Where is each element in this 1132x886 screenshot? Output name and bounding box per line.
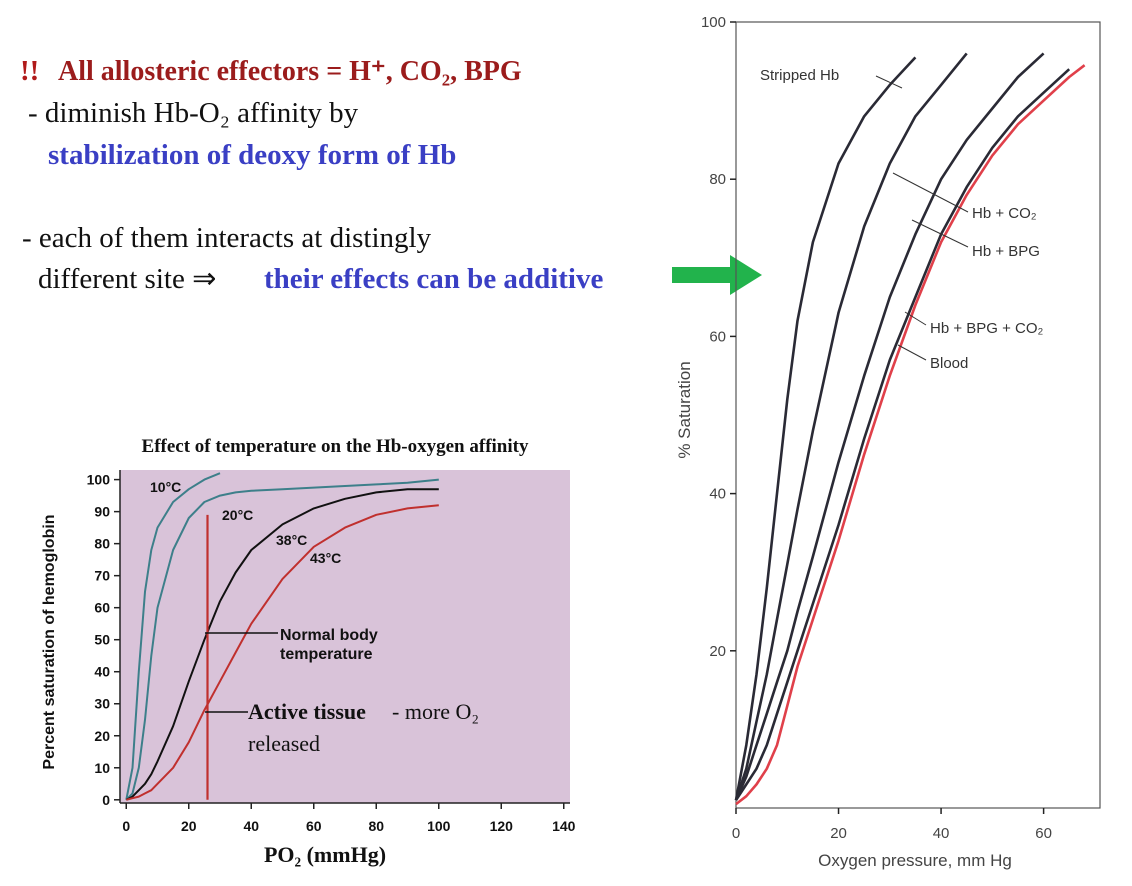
series-line bbox=[734, 68, 1071, 801]
arrow bbox=[672, 255, 762, 295]
annotation: Normal body bbox=[280, 627, 378, 644]
bullet-text: different site ⇒ bbox=[38, 263, 216, 295]
x-tick-label: 100 bbox=[427, 818, 451, 834]
annotation: - more O₂ bbox=[392, 699, 479, 724]
y-tick-label: 100 bbox=[87, 472, 111, 488]
series-line bbox=[734, 56, 917, 801]
y-axis-label: % Saturation bbox=[675, 361, 694, 458]
series-line bbox=[734, 52, 968, 801]
series-line bbox=[125, 478, 439, 801]
leader-line bbox=[897, 344, 927, 361]
bullet-text: - diminish Hb-O₂ affinity by bbox=[28, 97, 359, 129]
heading-mark: !! bbox=[20, 55, 39, 87]
leader-line bbox=[904, 311, 927, 326]
bullet-text: - each of them interacts at distingly bbox=[22, 222, 432, 254]
series-line bbox=[125, 472, 221, 800]
y-tick-label: 70 bbox=[94, 568, 110, 584]
series-label: Hb + BPG bbox=[972, 243, 1040, 260]
bullet-text: their effects can be additive bbox=[264, 263, 603, 295]
y-axis-label: Percent saturation of hemoglobin bbox=[41, 514, 58, 769]
series-label: Blood bbox=[930, 355, 968, 372]
y-tick-label: 80 bbox=[709, 171, 726, 188]
x-tick-label: 60 bbox=[1035, 825, 1052, 842]
y-tick-label: 0 bbox=[102, 792, 110, 808]
series-label: Stripped Hb bbox=[760, 67, 839, 84]
x-axis-label: Oxygen pressure, mm Hg bbox=[818, 851, 1012, 870]
y-tick-label: 100 bbox=[701, 14, 726, 31]
y-tick-label: 60 bbox=[709, 328, 726, 345]
plot-frame bbox=[735, 21, 1101, 809]
x-tick-label: 40 bbox=[243, 818, 259, 834]
annotation: Active tissue bbox=[248, 699, 366, 724]
x-tick-label: 0 bbox=[122, 818, 130, 834]
series-line bbox=[735, 64, 1086, 806]
x-tick-label: 20 bbox=[181, 818, 197, 834]
y-tick-label: 50 bbox=[94, 632, 110, 648]
annotation: released bbox=[248, 731, 320, 756]
leader-line bbox=[911, 219, 969, 248]
series-label: 38°C bbox=[276, 532, 307, 548]
chart-title: Effect of temperature on the Hb-oxygen a… bbox=[142, 436, 529, 457]
plot-background bbox=[120, 470, 570, 803]
series-label: Hb + CO₂ bbox=[972, 205, 1037, 222]
y-tick-label: 40 bbox=[709, 486, 726, 503]
y-tick-label: 10 bbox=[94, 760, 110, 776]
y-tick-label: 30 bbox=[94, 696, 110, 712]
leader-line bbox=[875, 75, 903, 89]
x-tick-label: 40 bbox=[933, 825, 950, 842]
x-tick-label: 0 bbox=[732, 825, 740, 842]
x-tick-label: 60 bbox=[306, 818, 322, 834]
heading: All allosteric effectors = H⁺, CO₂, BPG bbox=[58, 56, 522, 87]
series-label: 10°C bbox=[150, 479, 181, 495]
y-tick-label: 40 bbox=[94, 664, 110, 680]
leader-line bbox=[892, 172, 969, 213]
annotation: temperature bbox=[280, 646, 373, 663]
series-line bbox=[125, 488, 439, 801]
series-label: Hb + BPG + CO₂ bbox=[930, 320, 1044, 337]
series-line bbox=[126, 504, 439, 801]
y-tick-label: 80 bbox=[94, 536, 110, 552]
y-tick-label: 20 bbox=[709, 643, 726, 660]
y-tick-label: 90 bbox=[94, 504, 110, 520]
x-tick-label: 120 bbox=[490, 818, 514, 834]
x-tick-label: 20 bbox=[830, 825, 847, 842]
series-label: 43°C bbox=[310, 550, 341, 566]
y-tick-label: 20 bbox=[94, 728, 110, 744]
x-axis-label: PO₂ (mmHg) bbox=[264, 842, 386, 867]
x-tick-label: 80 bbox=[368, 818, 384, 834]
x-tick-label: 140 bbox=[552, 818, 576, 834]
series-label: 20°C bbox=[222, 507, 253, 523]
series-line bbox=[734, 52, 1045, 801]
y-tick-label: 60 bbox=[94, 600, 110, 616]
bullet-text: stabilization of deoxy form of Hb bbox=[48, 139, 456, 171]
